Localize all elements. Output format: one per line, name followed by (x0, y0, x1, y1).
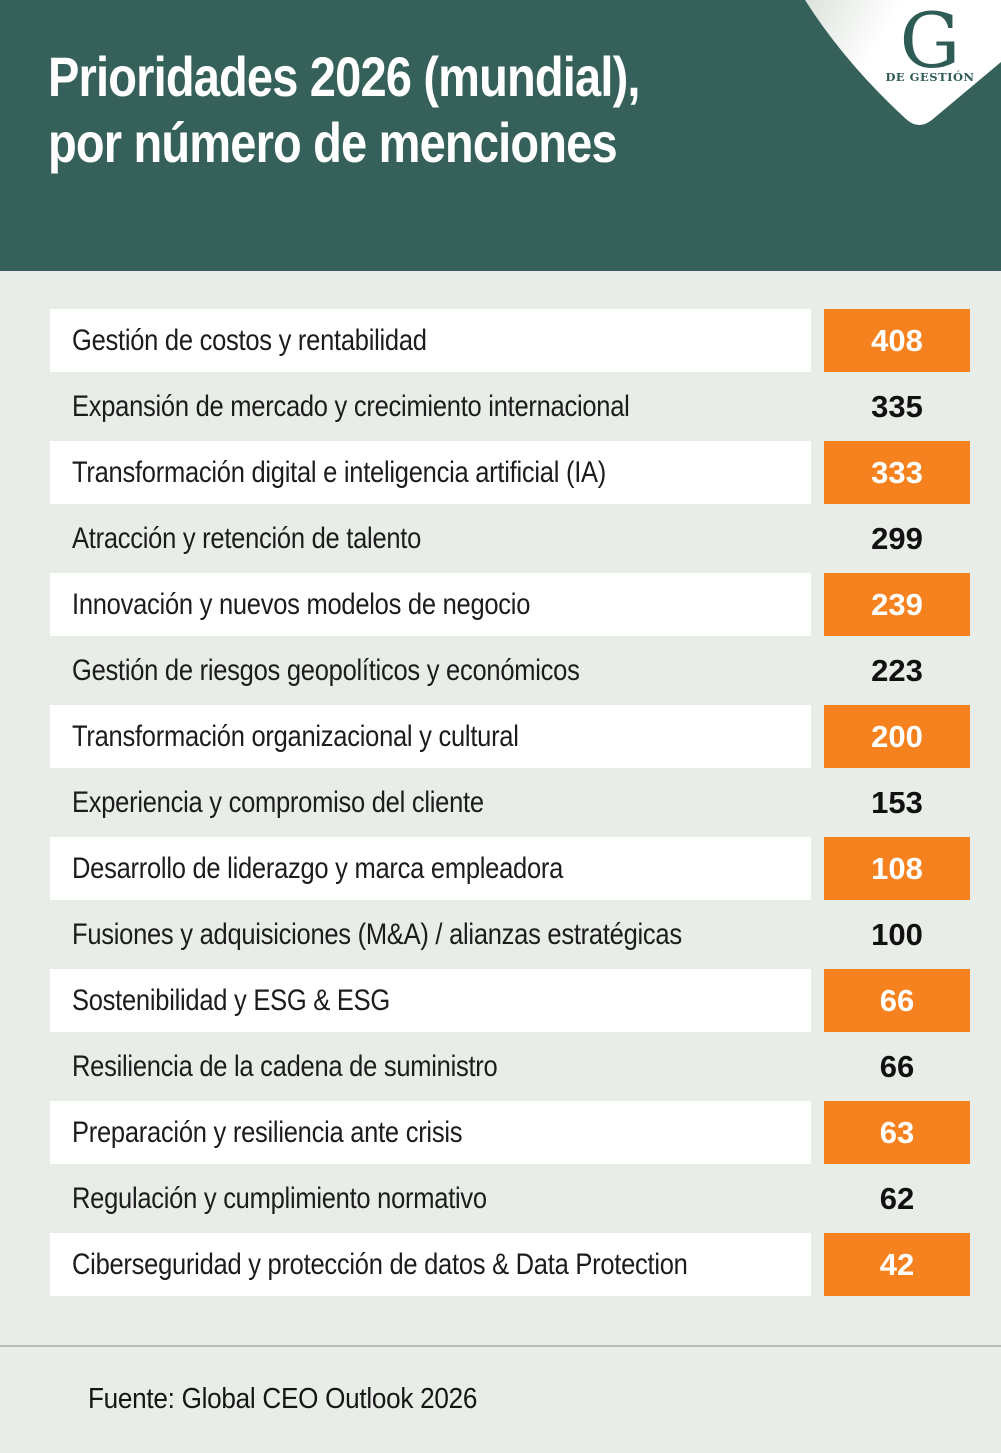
list-item: Fusiones y adquisiciones (M&A) / alianza… (50, 903, 970, 966)
logo-subtitle: DE GESTIÓN (885, 70, 974, 84)
list-item: Preparación y resiliencia ante crisis 63 (50, 1101, 970, 1164)
priority-label-box: Atracción y retención de talento (50, 507, 811, 570)
priority-label: Desarrollo de liderazgo y marca empleado… (72, 851, 564, 885)
source-note: Fuente: Global CEO Outlook 2026 (88, 1383, 478, 1415)
priority-label-box: Expansión de mercado y crecimiento inter… (50, 375, 811, 438)
mentions-count: 223 (871, 652, 923, 688)
priority-label: Sostenibilidad y ESG & ESG (72, 983, 390, 1017)
list-item: Desarrollo de liderazgo y marca empleado… (50, 837, 970, 900)
page-title: Prioridades 2026 (mundial), por número d… (48, 44, 640, 176)
priority-label: Ciberseguridad y protección de datos & D… (72, 1247, 688, 1281)
priority-label: Transformación organizacional y cultural (72, 719, 519, 753)
mentions-count: 153 (871, 784, 923, 820)
title-line-2: por número de menciones (48, 111, 618, 174)
list-item: Regulación y cumplimiento normativo 62 (50, 1167, 970, 1230)
priority-label: Transformación digital e inteligencia ar… (72, 455, 607, 489)
logo-letter: G (900, 0, 961, 85)
mentions-count-badge: 408 (824, 309, 970, 372)
footer-divider (0, 1345, 1001, 1347)
priority-label-box: Regulación y cumplimiento normativo (50, 1167, 811, 1230)
priority-label-box: Innovación y nuevos modelos de negocio (50, 573, 811, 636)
footer: Fuente: Global CEO Outlook 2026 (0, 1345, 1001, 1416)
list-item: Transformación digital e inteligencia ar… (50, 441, 970, 504)
priority-label-box: Experiencia y compromiso del cliente (50, 771, 811, 834)
priority-label-box: Fusiones y adquisiciones (M&A) / alianza… (50, 903, 811, 966)
mentions-count-badge: 200 (824, 705, 970, 768)
title-line-1: Prioridades 2026 (mundial), (48, 45, 640, 108)
priority-label-box: Transformación digital e inteligencia ar… (50, 441, 811, 504)
priority-label-box: Ciberseguridad y protección de datos & D… (50, 1233, 811, 1296)
gestion-logo: G DE GESTIÓN (805, 0, 1001, 125)
logo-pennant-shape (805, 0, 1001, 125)
list-item: Gestión de riesgos geopolíticos y económ… (50, 639, 970, 702)
priority-label: Gestión de riesgos geopolíticos y económ… (72, 653, 580, 687)
priority-label: Preparación y resiliencia ante crisis (72, 1115, 463, 1149)
priority-label: Fusiones y adquisiciones (M&A) / alianza… (72, 917, 682, 951)
mentions-count: 66 (879, 1048, 915, 1084)
priority-label-box: Gestión de riesgos geopolíticos y económ… (50, 639, 811, 702)
priority-label-box: Preparación y resiliencia ante crisis (50, 1101, 811, 1164)
mentions-count-badge: 108 (824, 837, 970, 900)
header: Prioridades 2026 (mundial), por número d… (0, 0, 1001, 271)
mentions-count-badge: 42 (824, 1233, 970, 1296)
mentions-count: 100 (871, 916, 923, 952)
priority-label-box: Sostenibilidad y ESG & ESG (50, 969, 811, 1032)
list-item: Sostenibilidad y ESG & ESG 66 (50, 969, 970, 1032)
priority-label: Gestión de costos y rentabilidad (72, 323, 427, 357)
mentions-count-badge: 66 (824, 969, 970, 1032)
priority-label: Experiencia y compromiso del cliente (72, 785, 484, 819)
priority-label: Regulación y cumplimiento normativo (72, 1181, 487, 1215)
priority-label-box: Resiliencia de la cadena de suministro (50, 1035, 811, 1098)
mentions-count: 299 (871, 520, 923, 556)
priority-label: Resiliencia de la cadena de suministro (72, 1049, 498, 1083)
priority-label-box: Desarrollo de liderazgo y marca empleado… (50, 837, 811, 900)
mentions-count-badge: 63 (824, 1101, 970, 1164)
list-item: Expansión de mercado y crecimiento inter… (50, 375, 970, 438)
mentions-count-badge: 333 (824, 441, 970, 504)
list-item: Atracción y retención de talento 299 (50, 507, 970, 570)
list-item: Resiliencia de la cadena de suministro 66 (50, 1035, 970, 1098)
list-item: Ciberseguridad y protección de datos & D… (50, 1233, 970, 1296)
list-item: Gestión de costos y rentabilidad 408 (50, 309, 970, 372)
priority-label-box: Gestión de costos y rentabilidad (50, 309, 811, 372)
mentions-count-badge: 239 (824, 573, 970, 636)
list-item: Experiencia y compromiso del cliente 153 (50, 771, 970, 834)
priority-label: Atracción y retención de talento (72, 521, 422, 555)
list-item: Innovación y nuevos modelos de negocio 23… (50, 573, 970, 636)
mentions-count: 335 (871, 388, 923, 424)
priority-list: Gestión de costos y rentabilidad 408 Expan… (0, 271, 1001, 1296)
list-item: Transformación organizacional y cultural… (50, 705, 970, 768)
priority-label-box: Transformación organizacional y cultural (50, 705, 811, 768)
priority-label: Innovación y nuevos modelos de negocio (72, 587, 531, 621)
priority-label: Expansión de mercado y crecimiento inter… (72, 389, 630, 423)
mentions-count: 62 (879, 1180, 915, 1216)
